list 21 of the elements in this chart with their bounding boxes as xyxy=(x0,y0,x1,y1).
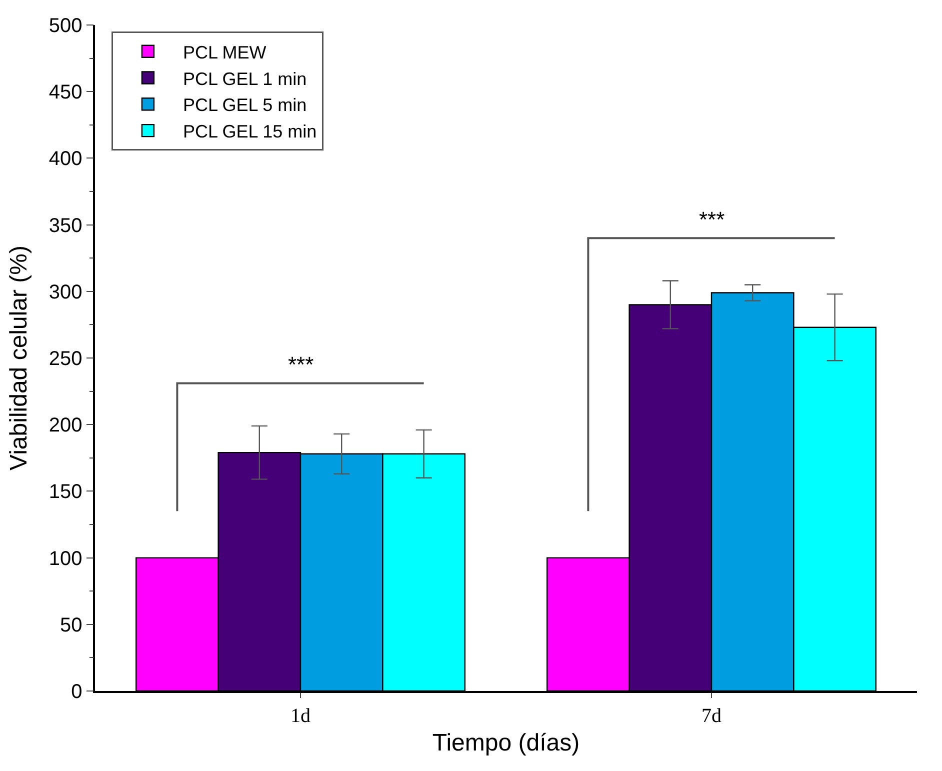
legend-label: PCL GEL 15 min xyxy=(182,122,317,142)
x-tick-label: 1d xyxy=(290,704,310,727)
y-tick-label: 450 xyxy=(48,82,82,104)
y-tick-label: 500 xyxy=(48,15,82,37)
x-tick-label: 7d xyxy=(702,704,722,727)
legend-label: PCL GEL 1 min xyxy=(182,68,307,89)
y-tick-label: 150 xyxy=(48,481,82,504)
annotation: *** xyxy=(288,352,314,377)
legend-label: PCL MEW xyxy=(182,42,266,62)
y-tick-label: 200 xyxy=(48,414,82,437)
y-tick-label: 50 xyxy=(60,614,82,636)
y-axis-title: Viabilidad celular (%) xyxy=(5,246,32,470)
y-tick-label: 350 xyxy=(48,214,82,237)
y-tick-label: 250 xyxy=(48,348,82,370)
y-tick-label: 0 xyxy=(71,681,82,703)
legend-label: PCL GEL 5 min xyxy=(182,95,307,116)
annotation: *** xyxy=(699,207,726,232)
x-axis-title: Tiempo (días) xyxy=(432,730,580,757)
y-tick-label: 400 xyxy=(48,148,82,170)
y-tick-label: 300 xyxy=(48,281,82,304)
y-tick-label: 100 xyxy=(48,548,82,570)
